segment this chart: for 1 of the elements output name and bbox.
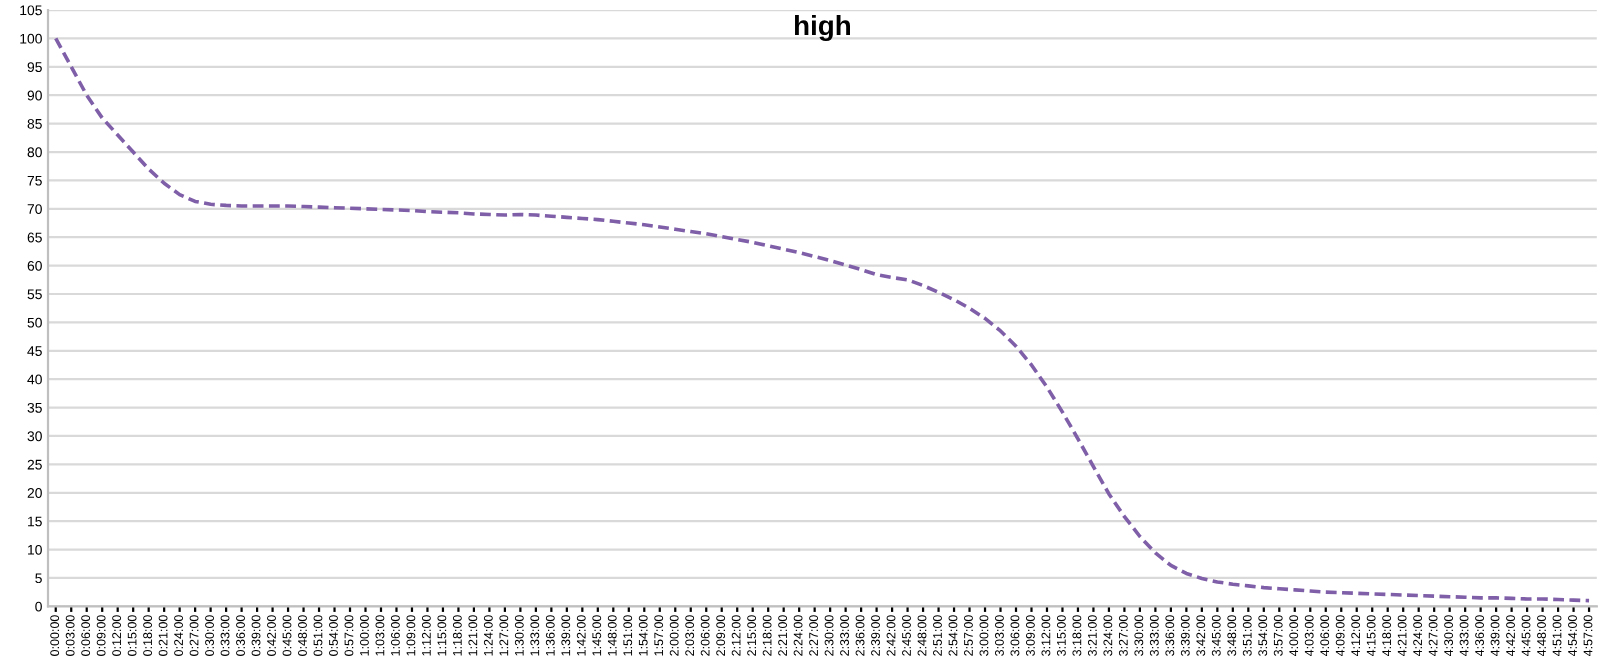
chart-title: high xyxy=(795,14,850,42)
